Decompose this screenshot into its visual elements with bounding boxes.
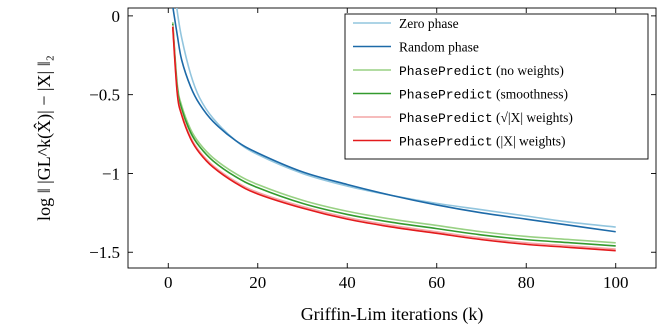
series-line xyxy=(172,8,616,233)
x-tick-label: 80 xyxy=(518,273,535,292)
x-tick-label: 20 xyxy=(249,273,266,292)
x-tick-label: 40 xyxy=(339,273,356,292)
legend-label: PhasePredict (√|X| weights) xyxy=(399,110,573,126)
axis-ticks: 0 20 40 60 80 100 0 −0.5 −1 −1.5 xyxy=(89,7,656,292)
y-tick-label: 0 xyxy=(112,7,121,26)
legend-label: PhasePredict (|X| weights) xyxy=(399,134,566,150)
legend-box xyxy=(344,13,649,160)
series-line xyxy=(171,26,616,252)
plot-frame xyxy=(127,7,657,269)
legend-label: PhasePredict (smoothness) xyxy=(399,87,568,103)
y-tick-label: −1.5 xyxy=(89,243,120,262)
series-line xyxy=(171,23,616,247)
x-tick-label: 100 xyxy=(603,273,629,292)
series-line xyxy=(171,22,616,244)
x-tick-label: 60 xyxy=(428,273,445,292)
legend-label: Zero phase xyxy=(399,16,459,31)
y-tick-label: −0.5 xyxy=(89,86,120,105)
legend: Zero phase Random phase PhasePredict (no w… xyxy=(344,13,649,160)
legend-label: PhasePredict (no weights) xyxy=(399,63,564,79)
series-line xyxy=(175,8,616,228)
y-tick-label: −1 xyxy=(102,164,120,183)
x-axis-label: Griffin-Lim iterations (k) xyxy=(301,304,484,325)
x-tick-label: 0 xyxy=(164,273,173,292)
legend-label: Random phase xyxy=(399,40,479,55)
series-lines xyxy=(171,8,616,252)
y-axis-label: log ‖ |GL^k(X̂)| − |X| ‖₂ xyxy=(33,55,55,221)
